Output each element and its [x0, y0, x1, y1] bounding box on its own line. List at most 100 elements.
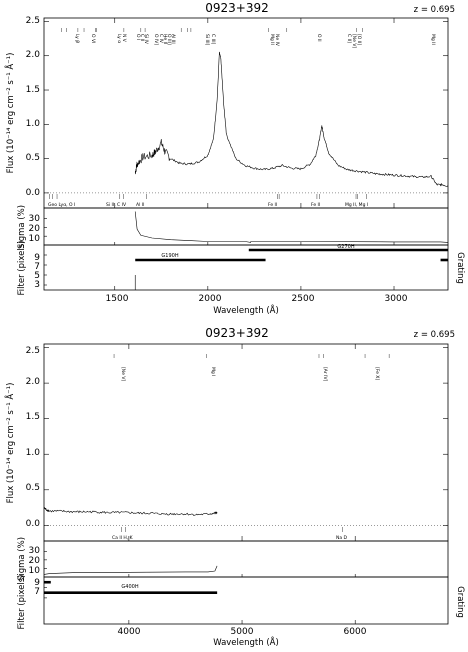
x-tick-label: 2500	[292, 294, 315, 304]
y-tick-label: 20	[29, 556, 41, 566]
emission-label: C III]	[210, 34, 216, 45]
flux-y-tick-labels: 0.0 0.5 1.0 1.5 2.0 2.5	[26, 16, 41, 198]
y-tick-label: 1.0	[26, 119, 41, 129]
y-tick-label: 1.5	[26, 412, 40, 422]
y-tick-label: 2.5	[26, 346, 40, 356]
emission-label: Ne IV	[274, 34, 280, 47]
grating-label: G190H	[161, 253, 178, 259]
emission-label: O II	[316, 34, 322, 42]
emission-label: Mg II	[269, 34, 275, 45]
x-tick-labels: 1500 2000 2500 3000	[106, 294, 408, 304]
filter-panel-frame	[43, 576, 449, 625]
spectrum-line	[43, 507, 218, 516]
y-tick-label: 0.5	[26, 483, 40, 493]
y-tick-label: 9	[34, 578, 40, 588]
filter-axis-label: Filter (pixels)	[17, 575, 27, 630]
emission-labels: Ly β O VI Ly α N V O I C II Si IV O IV] …	[74, 34, 436, 48]
x-tick-label: 1500	[106, 294, 129, 304]
emission-label: C II]	[346, 34, 352, 43]
emission-label: [Ne V]	[351, 34, 357, 48]
redshift-label: z = 0.695	[414, 330, 455, 340]
absorption-label: Ca II H, K	[112, 535, 134, 541]
redshift-label: z = 0.695	[414, 5, 455, 15]
grating-label: G270H	[337, 244, 354, 250]
y-tick-label: 30	[29, 214, 41, 224]
absorption-label: Mg II, Mg I	[345, 202, 368, 208]
y-tick-label: 2.0	[26, 50, 41, 60]
x-tick-label: 4000	[118, 627, 141, 637]
y-tick-label: 1.5	[26, 85, 40, 95]
sigma-axis-label: Sigma (%)	[17, 205, 27, 249]
emission-label: [Ne V]	[120, 367, 126, 381]
absorption-label: Geo Lyα, O I	[48, 202, 75, 208]
sigma-axis-label: Sigma (%)	[17, 537, 27, 581]
y-tick-label: 2.5	[26, 16, 40, 26]
emission-label: He II	[162, 34, 168, 44]
chart-bottom: 0923+392 z = 0.695 Flux (10⁻¹⁴ erg cm⁻² …	[4, 326, 465, 648]
y-tick-label: 3	[34, 280, 40, 290]
sigma-y-tick-labels: 10 20 30	[29, 214, 41, 244]
emission-label: Al III	[170, 34, 176, 44]
flux-panel-frame	[43, 17, 449, 209]
x-axis-label: Wavelength (Å)	[213, 304, 279, 316]
chart-title: 0923+392	[205, 1, 269, 15]
emission-label: Mg II	[430, 34, 436, 45]
sigma-line	[43, 565, 218, 575]
sigma-panel-frame	[43, 540, 449, 578]
emission-label: [Fe X]	[374, 367, 380, 380]
filter-y-tick-labels: 7 9	[34, 578, 40, 597]
x-tick-label: 2000	[199, 294, 222, 304]
chart-top: 0923+392 z = 0.695 Flux (10⁻¹⁴ erg cm⁻² …	[4, 1, 465, 316]
y-tick-label: 10	[29, 566, 41, 576]
absorption-label: Fe II	[311, 202, 320, 208]
emission-label: O IV]	[153, 34, 159, 45]
filter-panel-frame	[43, 244, 449, 291]
chart-title: 0923+392	[205, 326, 269, 340]
emission-label: C II	[139, 34, 145, 41]
x-tick-label: 3000	[385, 294, 408, 304]
absorption-labels: Geo Lyα, O I Si II, C IV Al II Fe II Fe …	[48, 202, 368, 208]
emission-label: O III]	[166, 34, 172, 45]
emission-label: O I	[135, 34, 141, 40]
y-tick-label: 1.0	[26, 448, 41, 458]
absorption-labels: Ca II H, K Na D	[112, 535, 348, 541]
emission-label: Si III]	[204, 34, 210, 46]
chart-marks-top	[44, 18, 449, 290]
emission-label: Ly β	[74, 34, 80, 43]
flux-y-tick-labels: 0.0 0.5 1.0 1.5 2.0 2.5	[26, 346, 41, 529]
grating-axis-label: Grating	[455, 252, 465, 284]
y-tick-label: 0.0	[26, 188, 41, 198]
flux-axis-label: Flux (10⁻¹⁴ erg cm⁻² s⁻¹ Å⁻¹)	[4, 383, 16, 504]
emission-label: C IV	[158, 34, 164, 44]
chart-marks-bottom	[43, 344, 448, 624]
absorption-label: Na D	[336, 535, 348, 541]
spectrum-line	[134, 51, 449, 187]
sigma-line	[134, 211, 449, 243]
filter-axis-label: Filter (pixels)	[17, 241, 27, 296]
emission-label: Si IV	[143, 34, 149, 45]
y-tick-label: 0.5	[26, 153, 40, 163]
emission-label: Ly α	[116, 34, 122, 43]
emission-label: Mg I	[210, 367, 216, 377]
y-tick-label: 9	[34, 253, 40, 263]
x-tick-labels: 4000 5000 6000	[118, 627, 367, 637]
emission-label: [Ar IV]	[322, 367, 328, 382]
y-tick-label: 7	[34, 262, 40, 272]
emission-label: N V	[121, 34, 127, 43]
sigma-panel-frame	[43, 207, 449, 246]
x-tick-label: 6000	[344, 627, 367, 637]
flux-axis-label: Flux (10⁻¹⁴ erg cm⁻² s⁻¹ Å⁻¹)	[4, 53, 16, 174]
y-tick-label: 30	[29, 546, 41, 556]
y-tick-label: 0.0	[26, 519, 41, 529]
emission-label: O VI	[90, 34, 96, 43]
absorption-label: Si II, C IV	[106, 202, 127, 208]
emission-labels: [Ne V] Mg I [Ar IV] [Fe X]	[120, 367, 380, 382]
absorption-label: Al II	[136, 202, 144, 208]
x-tick-label: 5000	[231, 627, 254, 637]
grating-label: G400H	[121, 584, 138, 590]
y-tick-label: 5	[34, 271, 40, 281]
y-tick-label: 10	[29, 234, 41, 244]
y-tick-label: 20	[29, 224, 41, 234]
